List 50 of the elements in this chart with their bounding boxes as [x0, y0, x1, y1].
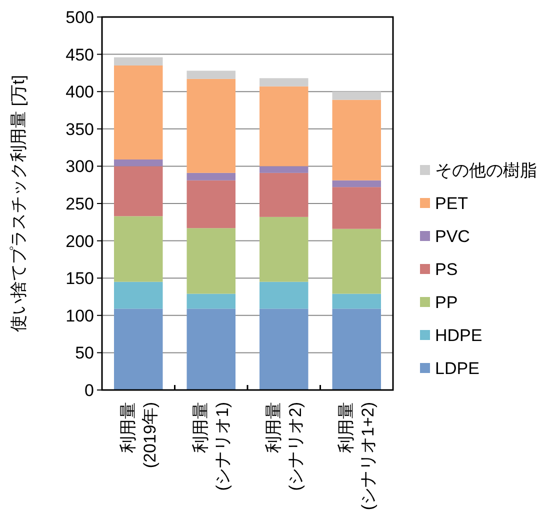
bar [260, 282, 308, 309]
bar [332, 308, 381, 390]
bar [114, 57, 163, 66]
bar [332, 100, 381, 180]
y-tick-label: 400 [66, 82, 94, 102]
y-tick-label: 450 [66, 45, 94, 64]
bar [260, 172, 308, 217]
bar [332, 228, 381, 294]
legend-label: LDPE [435, 359, 480, 378]
bar [186, 308, 236, 390]
y-tick-label: 50 [75, 344, 94, 363]
bar [186, 172, 236, 180]
bar [260, 78, 308, 86]
bar [332, 187, 381, 229]
bar [114, 65, 163, 160]
legend-label: PP [435, 293, 458, 312]
bar [260, 166, 308, 173]
bar [114, 216, 163, 282]
bar [114, 308, 163, 390]
bar [332, 92, 381, 100]
bar [186, 180, 236, 228]
bar [332, 294, 381, 309]
x-tick-label: 利用量 (シナリオ2) [264, 402, 305, 491]
y-tick-label: 250 [66, 194, 94, 214]
y-tick-label: 200 [66, 232, 94, 251]
bar [114, 282, 163, 309]
bar [260, 86, 308, 166]
y-tick-label: 0 [84, 381, 94, 400]
y-tick-label: 300 [66, 157, 94, 176]
bar [332, 180, 381, 188]
legend-label: PET [435, 194, 468, 213]
y-tick-label: 150 [66, 269, 94, 288]
bar [186, 70, 236, 79]
x-tick-label: 利用量 (2019年) [118, 402, 160, 468]
bar [114, 166, 163, 216]
y-tick-label: 500 [66, 8, 94, 27]
y-tick-label: 100 [66, 306, 94, 326]
bar [186, 294, 236, 309]
x-tick-label: 利用量 (シナリオ1+2) [336, 402, 378, 510]
legend-label: HDPE [435, 326, 482, 345]
y-tick-label: 350 [66, 120, 94, 139]
bar [260, 308, 308, 390]
bar [260, 216, 308, 282]
bar [114, 159, 163, 166]
bar [186, 78, 236, 173]
x-tick-label: 利用量 (シナリオ1) [191, 402, 232, 491]
y-axis-title: 使い捨てプラスチック利用量 [万t] [9, 75, 28, 332]
legend-label: PS [435, 260, 458, 279]
bar [186, 228, 236, 294]
legend-label: PVC [435, 227, 470, 246]
